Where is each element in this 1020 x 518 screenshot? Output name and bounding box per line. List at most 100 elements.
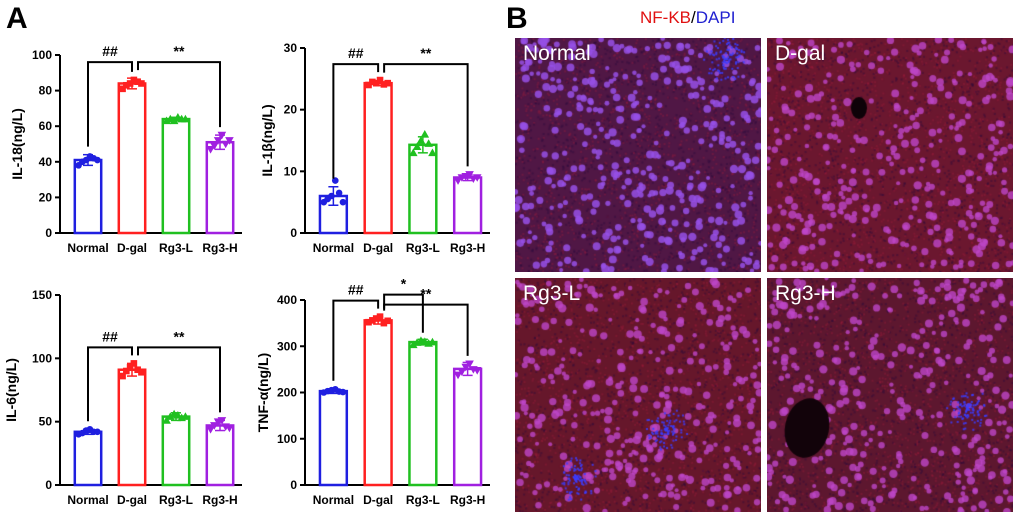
data-point bbox=[119, 372, 126, 380]
significance-label: ## bbox=[102, 43, 118, 59]
x-tick-label: D-gal bbox=[363, 493, 393, 507]
significance-label: ** bbox=[174, 43, 185, 59]
micrograph-grid: Normal D-gal Rg3-L Rg3-H bbox=[515, 38, 1013, 512]
data-point bbox=[213, 137, 223, 145]
micrograph-label: D-gal bbox=[775, 42, 826, 65]
y-axis-label: IL-18(ng/L) bbox=[9, 108, 25, 180]
data-point bbox=[369, 78, 376, 86]
y-tick-label: 20 bbox=[284, 103, 298, 117]
data-point bbox=[217, 417, 227, 425]
data-point bbox=[130, 76, 138, 84]
data-point bbox=[384, 79, 392, 87]
data-point bbox=[206, 425, 215, 434]
data-point bbox=[331, 177, 339, 184]
y-tick-label: 400 bbox=[277, 293, 297, 307]
y-axis-label: IL-6(ng/L) bbox=[3, 358, 19, 422]
significance-bracket bbox=[332, 63, 380, 179]
significance-bracket bbox=[137, 346, 221, 413]
data-point bbox=[210, 422, 219, 430]
significance-bracket bbox=[383, 63, 469, 167]
bar bbox=[73, 158, 103, 235]
significance-label: ** bbox=[420, 286, 431, 302]
data-point bbox=[453, 371, 463, 380]
data-point bbox=[339, 388, 347, 396]
bar bbox=[117, 82, 147, 235]
data-point bbox=[335, 189, 343, 197]
data-point bbox=[134, 78, 141, 85]
micrograph-rg3-l: Rg3-L bbox=[515, 278, 761, 512]
data-point bbox=[412, 142, 422, 150]
bar bbox=[452, 176, 483, 235]
x-tick-label: Rg3-H bbox=[450, 241, 485, 255]
x-tick-label: D-gal bbox=[363, 241, 393, 255]
data-point bbox=[428, 337, 437, 346]
data-point bbox=[380, 319, 388, 327]
data-point bbox=[465, 360, 474, 369]
significance-bracket bbox=[332, 299, 380, 381]
micrograph-label: Rg3-L bbox=[523, 282, 581, 305]
data-point bbox=[217, 131, 227, 140]
y-tick-label: 100 bbox=[32, 48, 52, 62]
data-point bbox=[138, 368, 145, 376]
bar bbox=[161, 415, 191, 487]
micrograph-label: Normal bbox=[523, 42, 591, 65]
panel-a-letter: A bbox=[6, 2, 28, 35]
x-tick-label: Normal bbox=[313, 241, 354, 255]
panel-b-title: NF-KB/DAPI bbox=[640, 8, 735, 28]
micrograph-d-gal: D-gal bbox=[767, 38, 1013, 272]
y-tick-label: 30 bbox=[284, 41, 298, 55]
y-tick-label: 40 bbox=[39, 155, 53, 169]
data-point bbox=[472, 174, 482, 182]
y-axis-label: IL-1β(ng/L) bbox=[259, 104, 275, 176]
data-point bbox=[94, 428, 101, 436]
x-tick-label: Normal bbox=[67, 241, 108, 255]
data-point bbox=[225, 137, 234, 145]
data-point bbox=[465, 171, 474, 179]
data-point bbox=[130, 360, 138, 367]
y-tick-label: 150 bbox=[32, 288, 52, 302]
y-tick-label: 50 bbox=[39, 415, 53, 429]
data-point bbox=[408, 148, 418, 157]
data-point bbox=[138, 80, 145, 87]
x-tick-label: Rg3-H bbox=[202, 493, 237, 507]
y-tick-label: 100 bbox=[277, 432, 297, 446]
data-point bbox=[94, 156, 101, 164]
data-point bbox=[206, 146, 215, 154]
y-tick-label: 20 bbox=[39, 190, 53, 204]
data-point bbox=[225, 424, 234, 433]
significance-label: ## bbox=[348, 282, 364, 298]
data-point bbox=[126, 80, 134, 87]
data-point bbox=[210, 142, 219, 151]
dapi-label: DAPI bbox=[695, 8, 736, 27]
data-point bbox=[166, 412, 175, 420]
bar bbox=[205, 424, 235, 487]
x-tick-label: Rg3-L bbox=[406, 493, 440, 507]
y-tick-label: 0 bbox=[290, 478, 297, 492]
significance-label: ** bbox=[420, 45, 431, 61]
y-tick-label: 80 bbox=[39, 84, 53, 98]
significance-bracket bbox=[87, 346, 133, 422]
x-tick-label: Rg3-L bbox=[159, 241, 193, 255]
data-point bbox=[384, 317, 392, 325]
y-tick-label: 300 bbox=[277, 339, 297, 353]
data-point bbox=[372, 315, 380, 322]
x-tick-label: D-gal bbox=[117, 493, 147, 507]
significance-label: ## bbox=[102, 328, 118, 344]
data-point bbox=[162, 416, 171, 424]
data-point bbox=[126, 363, 134, 371]
y-tick-label: 200 bbox=[277, 386, 297, 400]
x-tick-label: Rg3-H bbox=[450, 493, 485, 507]
data-point bbox=[339, 198, 347, 206]
significance-label: ## bbox=[348, 45, 364, 61]
data-point bbox=[181, 114, 190, 123]
x-tick-label: D-gal bbox=[117, 241, 147, 255]
panel-b-letter: B bbox=[506, 2, 528, 35]
data-point bbox=[380, 81, 388, 88]
data-point bbox=[416, 136, 426, 144]
x-tick-label: Rg3-H bbox=[202, 241, 237, 255]
micrograph-rg3-h: Rg3-H bbox=[767, 278, 1013, 512]
y-tick-label: 10 bbox=[284, 164, 298, 178]
bar bbox=[408, 340, 438, 487]
data-point bbox=[408, 340, 418, 349]
